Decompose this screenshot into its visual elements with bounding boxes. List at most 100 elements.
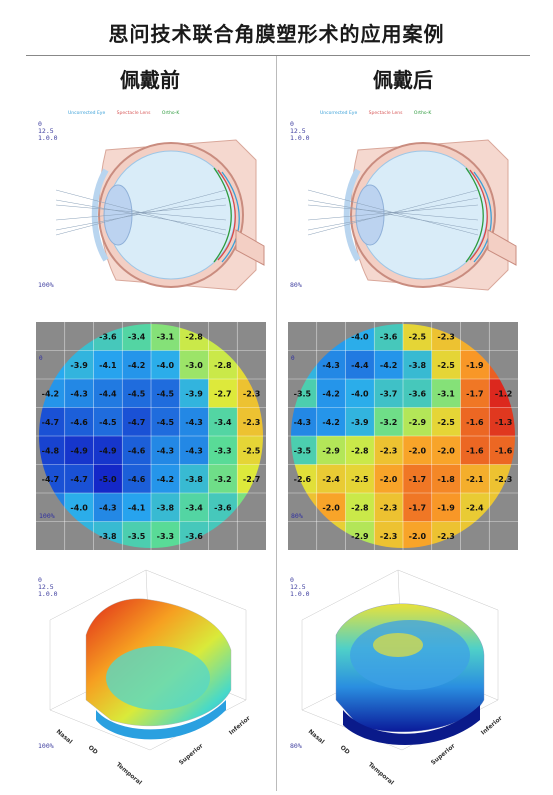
map-cell (460, 436, 490, 465)
map-value-label: -2.5 (437, 418, 455, 427)
map-value-label: -2.7 (214, 389, 232, 398)
map-value-label: -4.5 (157, 418, 175, 427)
map-value-label: -1.6 (466, 446, 484, 455)
scale-line: 1.0.0 (38, 134, 58, 142)
scale-line: 0 (290, 576, 294, 584)
map-cell (237, 407, 263, 437)
map-value-label: -4.7 (70, 475, 88, 484)
map-percent: 80% (291, 512, 303, 520)
map-value-label: -1.9 (437, 503, 455, 512)
legend-uncorrected: Uncorrected Eye (320, 111, 358, 116)
map-cell (122, 407, 152, 437)
map-cell (374, 493, 404, 522)
map-value-label: -2.0 (380, 475, 398, 484)
map-cell (431, 464, 461, 494)
scale-line: 0 (290, 120, 294, 128)
after-eye-diagram (307, 139, 517, 291)
map-cell (93, 379, 123, 408)
scale-line: 12.5 (38, 583, 54, 591)
map-cell (374, 521, 404, 548)
title-rule (26, 55, 530, 56)
map-value-label: -3.8 (185, 475, 203, 484)
after-topography-map: -4.0 -3.6 -2.5 -2.3 -4.3 -4.4 -4.2 -3.8 -2.5 -1.9… (288, 322, 518, 550)
map-cell (179, 379, 209, 408)
map-value-label: -2.3 (243, 418, 261, 427)
map-value-label: -3.6 (99, 332, 117, 341)
legend-orthok: Ortho-K (413, 111, 432, 116)
map-cell (403, 350, 433, 380)
map-cell (431, 493, 461, 522)
map-value-label: -3.6 (185, 532, 203, 541)
map-cell (179, 407, 209, 437)
map-cell (403, 407, 433, 437)
before-3d-percent: 100% (38, 742, 54, 750)
map-cell (93, 407, 123, 437)
map-value-label: -4.7 (128, 418, 146, 427)
map-cell (64, 407, 94, 437)
map-value-label: -3.9 (185, 389, 203, 398)
map-cell (122, 464, 152, 494)
map-value-label: -4.3 (322, 361, 340, 370)
after-heading: 佩戴后 (373, 68, 433, 92)
map-cell (345, 407, 375, 437)
map-value-label: -3.5 (294, 446, 312, 455)
map-cell (208, 436, 238, 465)
map-cell (179, 436, 209, 465)
after-3d-scale: 0 12.5 1.0.0 (290, 577, 310, 598)
map-value-label: -3.2 (214, 475, 232, 484)
map-value-label: -2.1 (466, 475, 484, 484)
page-title: 思问技术联合角膜塑形术的应用案例 (108, 22, 445, 46)
map-value-label: -3.4 (214, 418, 232, 427)
scale-line: 12.5 (290, 127, 306, 135)
map-cell (93, 436, 123, 465)
after-3d-surface: Nasal OD Temporal Superior Inferior (301, 569, 504, 785)
map-cell (316, 464, 346, 494)
legend-spectacle: Spectacle Lens (368, 111, 403, 116)
map-value-label: -3.7 (380, 389, 398, 398)
map-value-label: -3.5 (128, 532, 146, 541)
map-cell (151, 407, 181, 437)
scale-line: 1.0.0 (38, 590, 58, 598)
map-value-label: -2.9 (409, 418, 427, 427)
before-scale: 0 12.5 1.0.0 (38, 121, 58, 142)
map-cell (431, 350, 461, 380)
map-cell (374, 324, 404, 351)
map-value-label: -3.6 (409, 389, 427, 398)
map-cell (403, 324, 433, 351)
map-value-label: -4.1 (99, 361, 117, 370)
map-value-label: -4.5 (157, 389, 175, 398)
map-value-label: -4.0 (70, 503, 88, 512)
map-value-label: -4.0 (351, 332, 369, 341)
map-cell (431, 407, 461, 437)
axis-inferior: Inferior (480, 715, 504, 737)
map-value-label: -3.3 (157, 532, 175, 541)
map-value-label: -2.8 (351, 446, 369, 455)
map-value-label: -4.5 (128, 389, 146, 398)
scale-line: 0 (38, 120, 42, 128)
legend-spectacle: Spectacle Lens (116, 111, 151, 116)
map-value-label: -4.3 (185, 446, 203, 455)
eye-illustration (55, 139, 265, 291)
map-cell (489, 407, 515, 437)
map-value-label: -1.7 (409, 475, 427, 484)
map-value-label: -2.5 (243, 446, 261, 455)
map-value-label: -2.9 (351, 532, 369, 541)
map-value-label: -4.3 (294, 418, 312, 427)
map-cell (39, 436, 66, 465)
map-value-label: -4.6 (70, 418, 88, 427)
map-value-label: -3.0 (185, 361, 203, 370)
map-cell (374, 436, 404, 465)
map-value-label: -4.7 (42, 475, 60, 484)
map-value-label: -2.3 (437, 332, 455, 341)
scale-line: 1.0.0 (290, 590, 310, 598)
map-cell (151, 493, 181, 522)
axis-inferior: Inferior (228, 715, 252, 737)
scale-line: 12.5 (290, 583, 306, 591)
map-value-label: -1.8 (437, 475, 455, 484)
map-value-label: -2.3 (380, 532, 398, 541)
before-3d-scale: 0 12.5 1.0.0 (38, 577, 58, 598)
map-value-label: -2.3 (437, 532, 455, 541)
map-value-label: -4.2 (157, 475, 175, 484)
map-value-label: -3.1 (437, 389, 455, 398)
axis-temporal: Temporal (115, 761, 143, 785)
